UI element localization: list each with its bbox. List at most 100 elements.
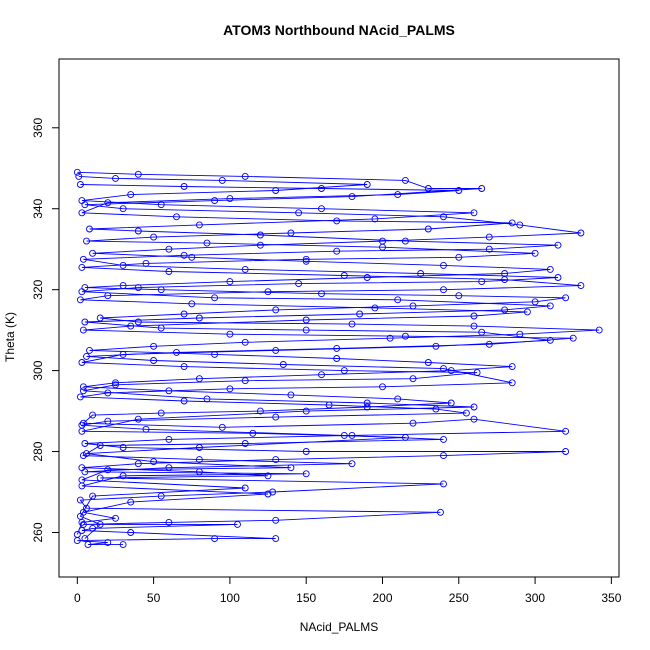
data-point xyxy=(226,385,234,393)
y-tick-label: 360 xyxy=(31,117,45,137)
data-point xyxy=(562,448,570,455)
data-point xyxy=(86,346,93,354)
data-point xyxy=(203,395,211,403)
data-point xyxy=(523,308,531,316)
data-point xyxy=(256,231,264,239)
data-point xyxy=(272,413,280,421)
data-point xyxy=(134,318,142,326)
data-point xyxy=(424,359,432,366)
data-point xyxy=(348,193,356,201)
data-point xyxy=(302,257,310,265)
data-point xyxy=(577,229,585,237)
data-point xyxy=(295,209,303,217)
data-point xyxy=(96,442,104,449)
data-point xyxy=(424,225,432,233)
data-point xyxy=(440,213,447,221)
data-point xyxy=(203,239,211,247)
data-point xyxy=(241,440,249,447)
series-line xyxy=(77,171,600,546)
data-point xyxy=(127,498,135,506)
data-point xyxy=(394,191,402,199)
data-point xyxy=(165,245,173,253)
data-point xyxy=(409,419,417,427)
x-tick-label: 300 xyxy=(525,591,545,605)
data-point xyxy=(432,342,440,350)
data-point xyxy=(363,274,371,281)
data-point xyxy=(295,280,303,288)
data-point xyxy=(211,197,219,205)
data-point xyxy=(478,328,486,336)
y-tick-label: 320 xyxy=(31,279,45,299)
data-point xyxy=(379,383,386,391)
data-point xyxy=(188,300,196,308)
data-point xyxy=(272,456,280,464)
data-point xyxy=(302,448,310,455)
data-point xyxy=(256,241,264,249)
data-point xyxy=(249,429,257,437)
x-tick-label: 0 xyxy=(74,591,81,605)
data-point xyxy=(569,334,577,342)
data-point xyxy=(440,365,447,373)
data-point xyxy=(157,492,165,500)
x-tick-label: 100 xyxy=(220,591,240,605)
y-tick-label: 340 xyxy=(31,198,45,218)
data-point xyxy=(83,352,90,360)
data-point xyxy=(78,263,86,271)
data-point xyxy=(302,407,310,415)
data-point xyxy=(134,170,142,178)
y-tick-label: 280 xyxy=(31,441,45,461)
data-point xyxy=(79,326,87,334)
series-line xyxy=(76,184,581,535)
data-point xyxy=(455,187,463,194)
data-point xyxy=(394,296,402,304)
data-point xyxy=(333,217,341,225)
data-point xyxy=(104,466,112,474)
data-point xyxy=(478,278,486,286)
data-point xyxy=(218,176,226,184)
data-point xyxy=(363,399,371,407)
data-point xyxy=(256,407,264,415)
data-point xyxy=(485,233,493,241)
series-line xyxy=(78,175,559,539)
data-point xyxy=(470,322,478,330)
data-point xyxy=(83,450,90,458)
data-point xyxy=(127,529,135,536)
x-tick-label: 200 xyxy=(372,591,392,605)
data-point xyxy=(440,435,447,443)
data-point xyxy=(302,316,310,324)
data-point xyxy=(76,393,84,401)
data-point xyxy=(470,312,478,320)
data-point xyxy=(264,472,272,480)
data-point xyxy=(78,197,86,205)
data-point xyxy=(287,464,295,472)
data-point xyxy=(104,199,112,207)
data-point xyxy=(226,278,234,286)
data-point xyxy=(78,359,86,366)
data-point xyxy=(127,191,135,199)
data-point xyxy=(473,369,481,377)
data-point xyxy=(134,460,142,468)
data-point xyxy=(78,288,86,296)
data-point xyxy=(104,417,112,425)
data-point xyxy=(516,221,524,229)
data-point xyxy=(440,286,447,294)
data-point xyxy=(401,237,409,245)
data-point xyxy=(173,213,180,221)
data-point xyxy=(218,423,226,431)
data-point xyxy=(81,318,89,326)
data-point xyxy=(79,387,87,395)
data-point xyxy=(165,435,173,443)
data-point xyxy=(318,371,325,379)
data-point xyxy=(180,251,188,259)
data-point xyxy=(165,268,173,275)
data-point xyxy=(180,363,188,371)
data-point xyxy=(269,488,277,496)
data-point xyxy=(76,512,84,520)
data-point xyxy=(195,314,203,322)
data-point xyxy=(73,168,81,176)
data-point xyxy=(356,310,364,318)
data-point xyxy=(562,294,570,302)
data-point xyxy=(501,276,509,284)
x-axis: 0 50 100 150 200 250 300 350 xyxy=(74,576,622,605)
